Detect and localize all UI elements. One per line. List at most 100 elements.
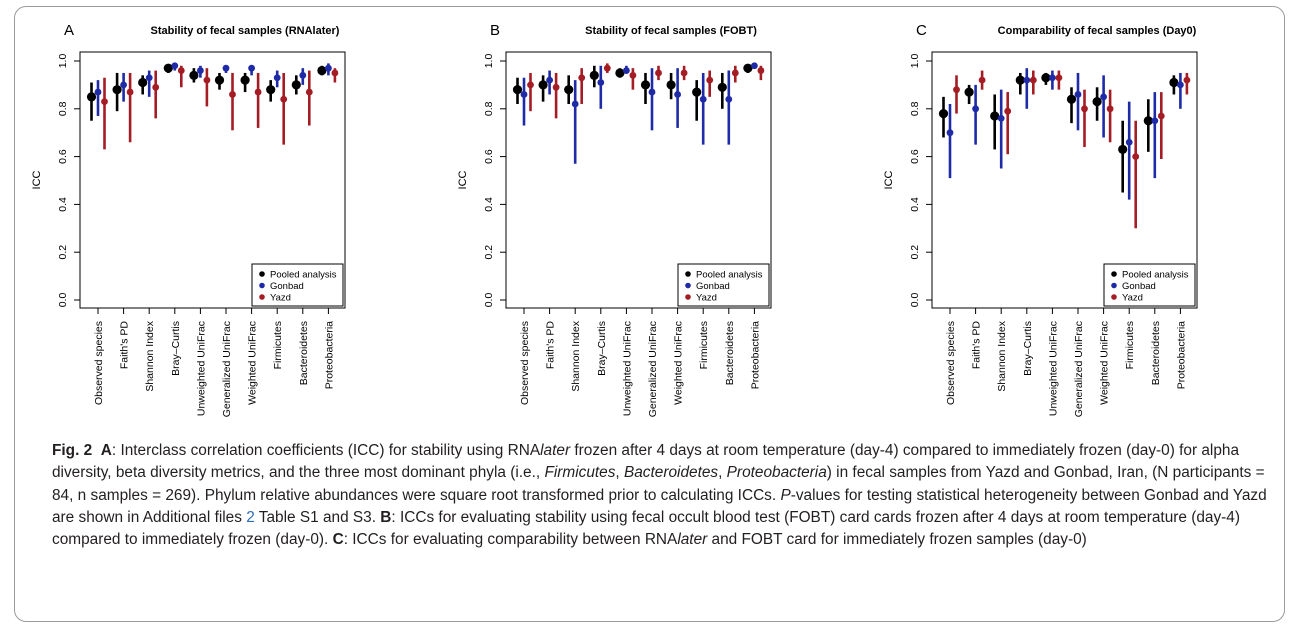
data-point (972, 105, 979, 113)
additional-file-link[interactable]: 2 (246, 508, 255, 526)
data-point (1092, 97, 1102, 107)
caption-comma-1: , (615, 464, 624, 482)
x-tick-label: Bacteroidetes (1150, 321, 1162, 385)
legend-box (251, 263, 344, 307)
caption-panel-b: B (380, 508, 392, 526)
x-tick-label: Bacteroidetes (298, 321, 310, 385)
y-tick-label: 0.2 (57, 245, 69, 260)
panel-letter: B (490, 22, 500, 39)
data-point (171, 62, 179, 70)
legend-marker (259, 282, 265, 289)
x-tick-label: Faith's PD (971, 321, 983, 370)
x-tick-label: Unweighted UniFrac (195, 321, 207, 416)
figure-charts: A Stability of fecal samples (RNAlater) 0.… (31, 22, 1198, 417)
data-point (527, 81, 534, 89)
series-gonbad (94, 62, 332, 116)
data-point (101, 98, 108, 106)
legend-marker (1111, 294, 1117, 300)
data-point (640, 80, 651, 90)
x-tick-label: Unweighted UniFrac (1047, 321, 1059, 416)
caption-firmicutes: Firmicutes (544, 464, 616, 482)
series-pooled-analysis (86, 63, 327, 121)
legend-marker (685, 282, 691, 289)
x-tick-label: Bray–Curtis (596, 321, 608, 376)
data-point (706, 76, 714, 84)
caption-c-text-2: and FOBT card for immediately frozen sam… (707, 531, 1087, 549)
data-point (578, 74, 586, 82)
data-point (325, 64, 332, 72)
figure-frame (14, 6, 1285, 622)
y-tick-label: 1.0 (57, 54, 69, 69)
data-point (1118, 144, 1128, 155)
data-point (248, 64, 256, 72)
data-point (564, 85, 574, 95)
data-point (953, 86, 960, 94)
x-tick-label: Weighted UniFrac (673, 321, 685, 405)
plot-box (505, 51, 772, 309)
data-point (222, 64, 230, 72)
legend-box (1103, 263, 1196, 307)
y-tick-label: 0.6 (57, 149, 69, 164)
data-point (240, 75, 250, 85)
legend-label: Gonbad (1122, 281, 1156, 292)
caption-panel-c: C (332, 531, 344, 549)
data-point (512, 85, 523, 95)
x-tick-label: Bray–Curtis (1022, 321, 1034, 376)
data-point (126, 88, 134, 96)
data-point (94, 88, 102, 96)
data-point (648, 88, 656, 96)
data-point (1177, 81, 1184, 89)
legend-label: Yazd (1122, 293, 1143, 304)
chart-title: Stability of fecal samples (RNAlater) (151, 25, 340, 37)
data-point (1183, 76, 1191, 84)
y-tick-label: 0.0 (483, 293, 495, 308)
data-point (674, 91, 681, 98)
data-point (163, 63, 173, 73)
data-point (112, 85, 122, 95)
data-point (273, 74, 281, 82)
legend-marker (1111, 282, 1117, 289)
x-tick-label: Firmicutes (1124, 321, 1136, 369)
data-point (229, 91, 236, 98)
caption-comma-2: , (718, 464, 727, 482)
legend-label: Pooled analysis (696, 270, 763, 281)
y-tick-label: 0.0 (909, 293, 921, 308)
data-point (177, 67, 185, 74)
legend-marker (259, 294, 265, 300)
y-tick-label: 0.0 (57, 293, 69, 308)
caption-panel-a: A (100, 442, 112, 459)
legend-marker (259, 271, 265, 277)
x-tick-label: Faith's PD (545, 321, 557, 370)
data-point (1081, 105, 1088, 113)
data-point (86, 92, 97, 102)
x-tick-label: Bray–Curtis (170, 321, 182, 376)
data-point (589, 70, 599, 80)
caption-c-text-1: : ICCs for evaluating comparability betw… (343, 531, 678, 549)
data-point (1029, 76, 1037, 84)
y-tick-label: 0.4 (909, 197, 921, 212)
data-point (317, 65, 327, 76)
series-pooled-analysis (938, 72, 1179, 193)
data-point (666, 80, 676, 90)
x-tick-label: Proteobacteria (749, 321, 761, 389)
data-point (990, 111, 1000, 121)
data-point (938, 108, 949, 119)
data-point (1074, 91, 1082, 98)
chart-panel-a: A Stability of fecal samples (RNAlater) 0.… (31, 22, 346, 417)
data-point (615, 68, 625, 78)
data-point (214, 75, 225, 85)
y-tick-label: 1.0 (483, 54, 495, 69)
data-point (964, 87, 974, 97)
data-point (571, 100, 579, 108)
series-yazd (527, 63, 765, 119)
x-tick-label: Generalized UniFrac (221, 321, 233, 417)
data-point (699, 95, 707, 103)
y-tick-label: 0.4 (57, 197, 69, 212)
data-point (291, 80, 301, 90)
plot-box (931, 51, 1198, 309)
x-tick-label: Generalized UniFrac (1073, 321, 1085, 417)
data-point (731, 69, 739, 77)
